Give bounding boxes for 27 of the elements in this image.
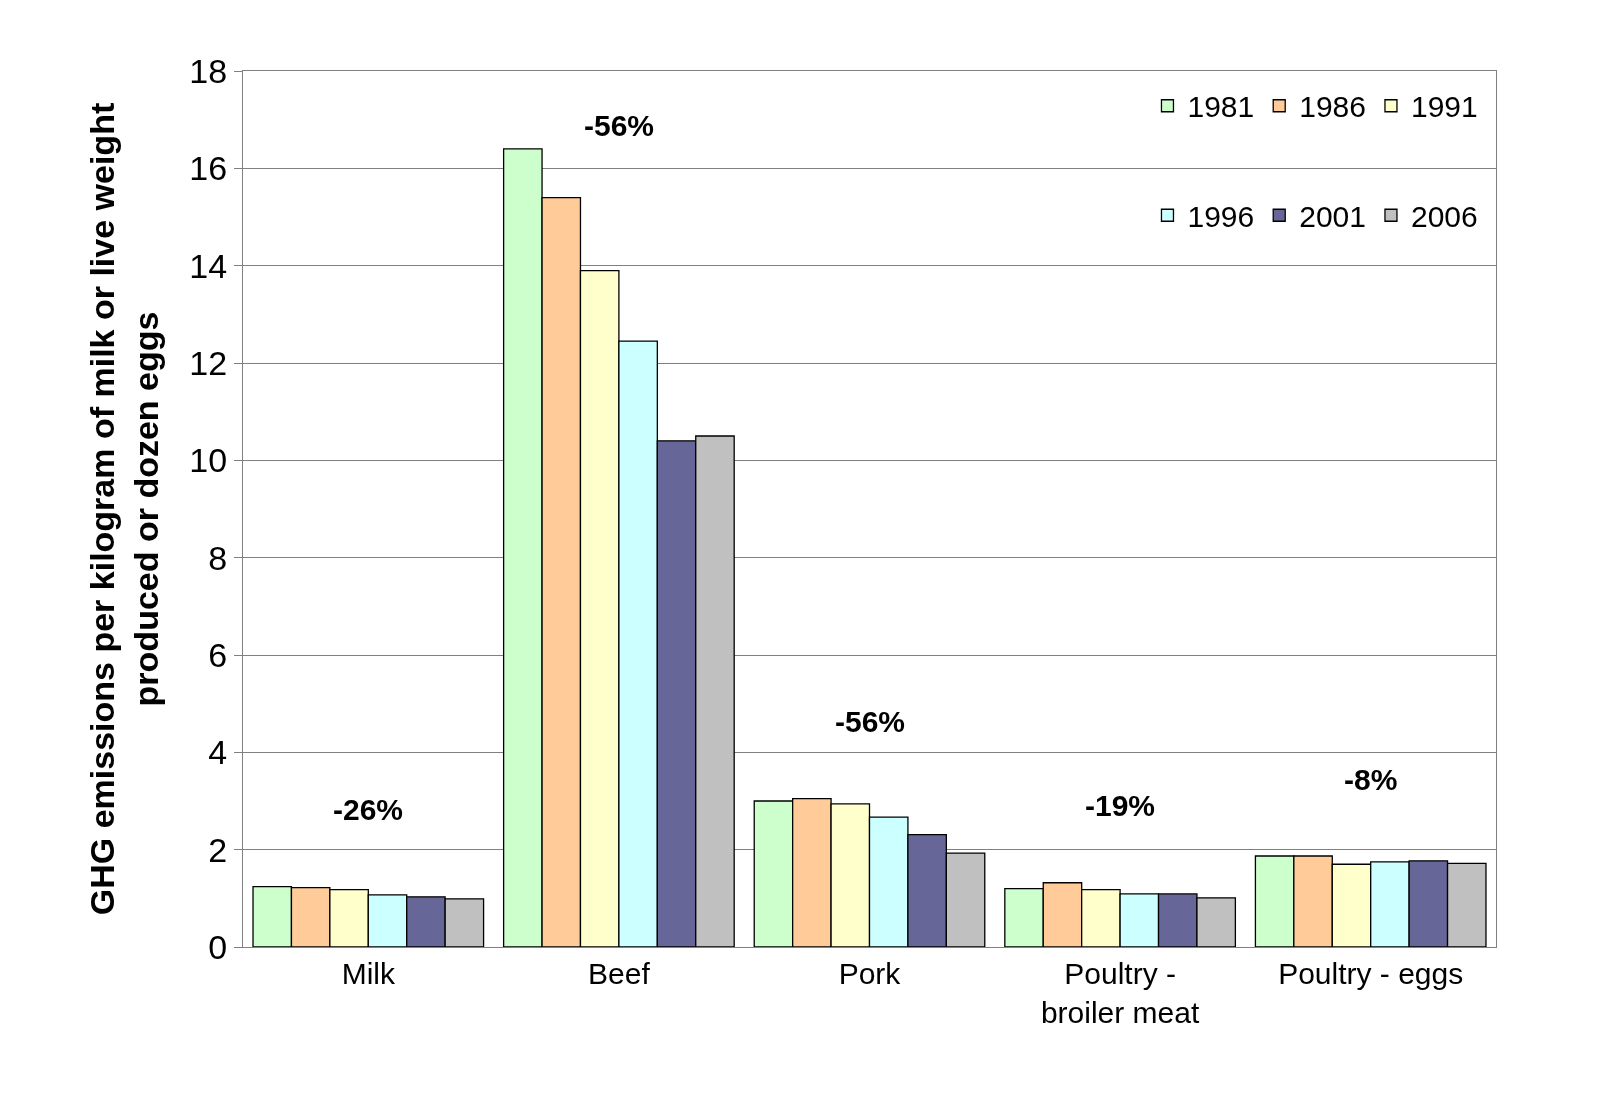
annotation: -19%: [1085, 789, 1156, 822]
y-tick-label: 0: [208, 927, 228, 966]
y-tick-label: 10: [189, 441, 228, 480]
annotation: -26%: [333, 793, 404, 826]
y-tick-label: 4: [208, 733, 228, 772]
legend-label: 1981: [1187, 90, 1255, 124]
x-tick-label: Poultry - broiler meat: [1040, 957, 1200, 1029]
annotation: -8%: [1344, 763, 1398, 796]
x-tick-label: Beef: [588, 957, 651, 990]
y-tick-label: 2: [208, 830, 228, 869]
legend-label: 1996: [1187, 199, 1255, 233]
y-tick-label: 18: [189, 51, 228, 90]
y-axis-title: GHG emissions per kilogram of milk or live weight produced or dozen eggs: [82, 102, 165, 916]
y-tick-label: 14: [189, 246, 228, 285]
legend-label: 2001: [1299, 199, 1366, 233]
y-tick-label: 8: [208, 538, 228, 577]
y-tick-label: 12: [189, 343, 228, 382]
legend-label: 2006: [1410, 199, 1478, 233]
x-tick-label: Pork: [838, 957, 902, 990]
legend-label: 1991: [1410, 90, 1478, 124]
legend-label: 1986: [1299, 90, 1366, 124]
annotation: -56%: [584, 109, 655, 142]
x-tick-label: Milk: [341, 957, 396, 990]
y-tick-label: 6: [208, 635, 228, 674]
y-tick-label: 16: [189, 149, 228, 188]
annotation: -56%: [835, 705, 906, 738]
x-tick-label: Poultry - eggs: [1278, 957, 1464, 990]
